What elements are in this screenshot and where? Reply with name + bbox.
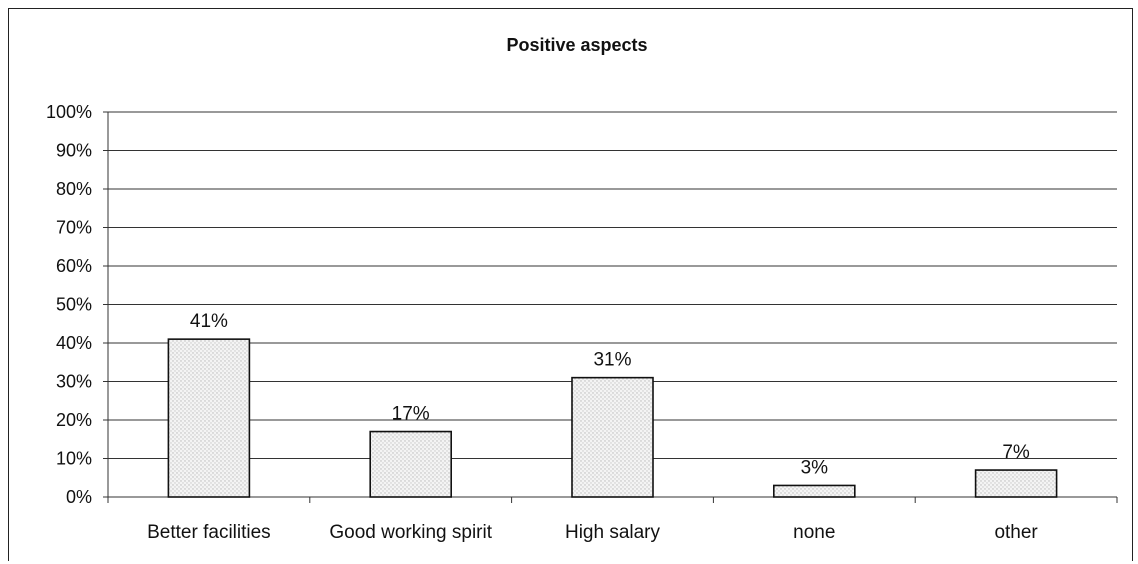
data-label: 41% [190,311,228,332]
x-category-label: none [793,522,835,543]
y-tick-label: 10% [56,449,92,469]
chart-title: Positive aspects [506,35,647,55]
bars [167,338,1058,498]
bar-good-working-spirit [369,430,453,498]
data-label: 3% [801,457,829,478]
y-tick-label: 90% [56,141,92,161]
x-category-label: Good working spirit [329,522,492,543]
y-tick-label: 70% [56,218,92,238]
bar-better-facilities [167,338,251,498]
data-label: 7% [1002,442,1030,463]
x-axis-ticks: Better facilities Good working spirit High… [107,497,1118,543]
y-tick-label: 100% [46,102,92,122]
data-label: 17% [392,404,430,425]
y-axis-ticks: 0% 10% 20% 30% 40% 50% 60% 70% 80% 90% 100% [46,102,108,507]
data-label: 31% [593,350,631,371]
x-category-label: Better facilities [147,522,271,543]
y-tick-label: 30% [56,372,92,392]
x-category-label: High salary [565,522,661,543]
gridlines [108,111,1117,459]
x-category-label: other [994,522,1038,543]
y-tick-label: 60% [56,256,92,276]
y-tick-label: 0% [66,487,92,507]
chart-frame [8,8,1133,561]
bar-other [974,469,1058,498]
y-tick-label: 80% [56,179,92,199]
bar-none [772,484,856,498]
y-tick-label: 50% [56,295,92,315]
data-labels: 41% 17% 31% 3% 7% [190,311,1030,478]
y-tick-label: 20% [56,410,92,430]
bar-high-salary [571,376,654,498]
y-tick-label: 40% [56,333,92,353]
